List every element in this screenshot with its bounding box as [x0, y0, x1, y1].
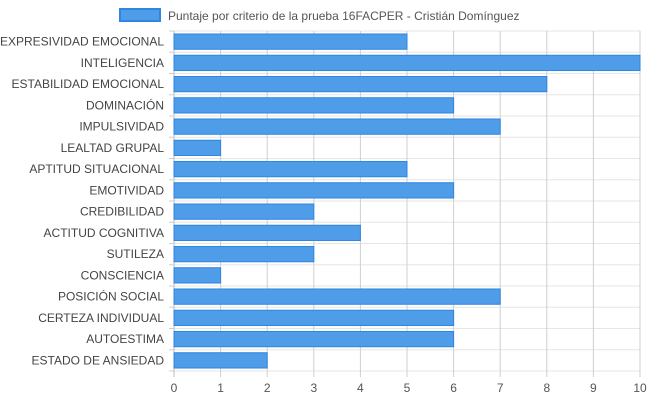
bar — [173, 288, 501, 305]
category-label: POSICIÓN SOCIAL — [58, 289, 164, 304]
legend-swatch — [119, 8, 161, 22]
x-tick-label: 10 — [633, 381, 647, 395]
category-label: DOMINACIÓN — [86, 97, 164, 112]
x-tick-label: 0 — [171, 381, 178, 395]
category-label: CERTEZA INDIVIDUAL — [38, 311, 164, 325]
bar — [173, 309, 455, 327]
x-axis-ticks: 0 1 2 3 4 5 6 7 8 9 10 — [171, 381, 647, 395]
x-tick-label: 9 — [590, 381, 597, 395]
bar — [173, 352, 268, 369]
x-tick-label: 7 — [497, 381, 504, 395]
legend-label: Puntaje por criterio de la prueba 16FACP… — [168, 9, 520, 23]
x-tick-label: 5 — [404, 381, 411, 395]
bar — [173, 97, 455, 114]
x-tick-label: 3 — [310, 381, 317, 395]
bar — [173, 267, 222, 284]
category-label: APTITUD SITUACIONAL — [29, 162, 164, 176]
category-label: SUTILEZA — [107, 247, 164, 261]
category-label: EMOTIVIDAD — [89, 183, 164, 197]
category-label: IMPULSIVIDAD — [79, 120, 164, 134]
x-tick-label: 8 — [543, 381, 550, 395]
bar — [173, 160, 408, 178]
bar — [173, 54, 641, 72]
category-label: INTELIGENCIA — [81, 56, 164, 70]
x-tick-label: 1 — [217, 381, 224, 395]
bars — [173, 33, 641, 369]
category-label: CREDIBILIDAD — [80, 205, 164, 219]
bar — [173, 33, 408, 50]
legend[interactable]: Puntaje por criterio de la prueba 16FACP… — [119, 8, 520, 23]
category-label: EXPRESIVIDAD EMOCIONAL — [0, 35, 164, 49]
category-labels: EXPRESIVIDAD EMOCIONAL INTELIGENCIA ESTABI… — [0, 35, 164, 368]
bar — [173, 245, 315, 263]
bar — [173, 75, 548, 93]
category-label: ACTITUD COGNITIVA — [44, 226, 164, 240]
bar — [173, 330, 455, 348]
x-tick-label: 4 — [357, 381, 364, 395]
category-label: LEALTAD GRUPAL — [61, 141, 165, 155]
category-label: AUTOESTIMA — [86, 332, 164, 346]
x-tick-label: 6 — [450, 381, 457, 395]
category-label: ESTABILIDAD EMOCIONAL — [12, 77, 165, 91]
bar — [173, 203, 315, 220]
x-tick-label: 2 — [264, 381, 271, 395]
category-label: CONSCIENCIA — [81, 268, 164, 282]
bar — [173, 182, 455, 199]
category-label: ESTADO DE ANSIEDAD — [32, 353, 165, 367]
bar — [173, 224, 361, 242]
bar — [173, 139, 222, 157]
bar — [173, 118, 501, 135]
